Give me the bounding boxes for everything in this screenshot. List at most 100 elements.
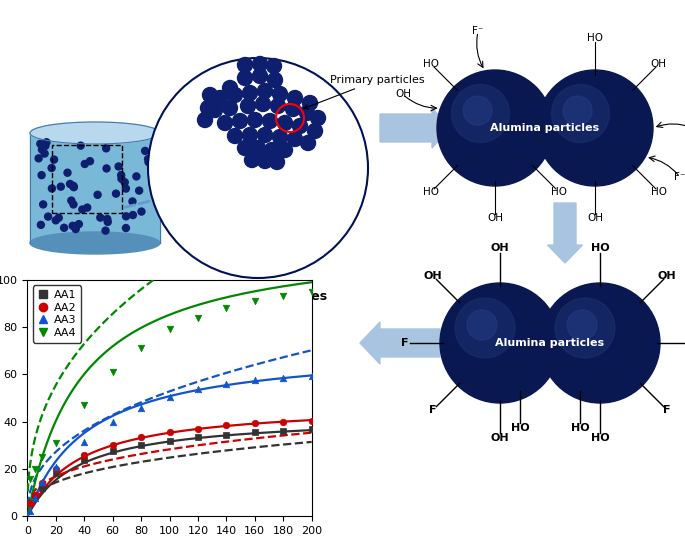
Circle shape — [35, 155, 42, 162]
Circle shape — [268, 73, 282, 88]
Circle shape — [121, 179, 128, 186]
Circle shape — [66, 180, 73, 187]
Circle shape — [118, 172, 125, 179]
Text: F: F — [401, 338, 409, 348]
Circle shape — [277, 116, 292, 131]
Ellipse shape — [30, 232, 160, 254]
Circle shape — [115, 163, 122, 170]
Circle shape — [440, 283, 560, 403]
Circle shape — [218, 116, 232, 131]
Text: OH: OH — [587, 213, 603, 223]
Circle shape — [467, 310, 497, 340]
Circle shape — [145, 155, 151, 162]
Circle shape — [55, 214, 62, 221]
Point — [50, 439, 62, 448]
Point — [36, 484, 47, 492]
Point — [136, 344, 147, 353]
Circle shape — [84, 204, 90, 211]
Text: OH: OH — [490, 243, 510, 253]
Point — [249, 428, 260, 437]
Circle shape — [253, 56, 268, 72]
Circle shape — [38, 172, 45, 179]
Circle shape — [75, 221, 82, 228]
Circle shape — [451, 84, 510, 143]
Circle shape — [60, 224, 68, 231]
Text: Activated: Activated — [65, 283, 171, 302]
Circle shape — [537, 70, 653, 186]
Circle shape — [51, 156, 58, 163]
Circle shape — [52, 217, 60, 224]
Circle shape — [103, 216, 111, 223]
Point — [306, 424, 317, 433]
Circle shape — [310, 110, 325, 125]
Point — [192, 424, 203, 433]
Point — [79, 455, 90, 464]
Circle shape — [292, 118, 308, 133]
Circle shape — [301, 136, 316, 151]
Circle shape — [232, 114, 247, 129]
Point — [221, 304, 232, 313]
Circle shape — [240, 98, 256, 114]
Text: OH: OH — [651, 59, 667, 69]
Text: OH: OH — [490, 433, 510, 443]
Circle shape — [437, 70, 553, 186]
Circle shape — [251, 140, 266, 155]
Circle shape — [253, 68, 268, 83]
Circle shape — [43, 139, 50, 146]
Circle shape — [555, 298, 615, 358]
Text: OH: OH — [423, 271, 442, 281]
Point — [29, 493, 40, 502]
Circle shape — [123, 224, 129, 231]
Text: F⁻: F⁻ — [472, 26, 484, 37]
Point — [107, 441, 118, 450]
Point — [164, 325, 175, 334]
Point — [25, 499, 36, 508]
Circle shape — [238, 70, 253, 86]
Point — [107, 417, 118, 426]
Circle shape — [123, 213, 129, 220]
Circle shape — [563, 96, 592, 125]
Circle shape — [103, 165, 110, 172]
Circle shape — [97, 214, 104, 221]
FancyArrow shape — [360, 322, 440, 364]
Circle shape — [264, 143, 279, 158]
Circle shape — [138, 208, 145, 215]
Text: HO: HO — [587, 33, 603, 43]
Circle shape — [212, 90, 227, 105]
Point — [29, 465, 40, 473]
Circle shape — [197, 112, 212, 128]
Circle shape — [45, 213, 51, 220]
Point — [29, 492, 40, 501]
Text: HO: HO — [651, 187, 667, 197]
Circle shape — [70, 182, 77, 189]
Circle shape — [86, 158, 93, 165]
Point — [79, 401, 90, 409]
Circle shape — [258, 153, 273, 168]
Circle shape — [69, 222, 76, 229]
Circle shape — [48, 165, 55, 172]
Circle shape — [37, 140, 44, 147]
Point — [79, 451, 90, 459]
Circle shape — [71, 183, 77, 190]
Text: OH: OH — [658, 271, 677, 281]
Point — [164, 393, 175, 401]
Point — [277, 417, 288, 426]
Circle shape — [271, 98, 286, 114]
Circle shape — [286, 102, 301, 117]
Circle shape — [102, 227, 109, 234]
Circle shape — [303, 96, 318, 110]
FancyArrow shape — [547, 203, 582, 263]
Circle shape — [41, 150, 48, 157]
Circle shape — [273, 87, 288, 102]
FancyArrow shape — [380, 108, 450, 148]
Circle shape — [551, 84, 610, 143]
Circle shape — [112, 190, 119, 197]
Text: F⁻: F⁻ — [674, 172, 685, 182]
Point — [36, 479, 47, 487]
Text: OH: OH — [395, 89, 411, 100]
Circle shape — [238, 140, 253, 155]
Bar — [52, 145, 122, 213]
Point — [107, 368, 118, 377]
Text: HO: HO — [423, 59, 439, 69]
Circle shape — [223, 101, 238, 116]
